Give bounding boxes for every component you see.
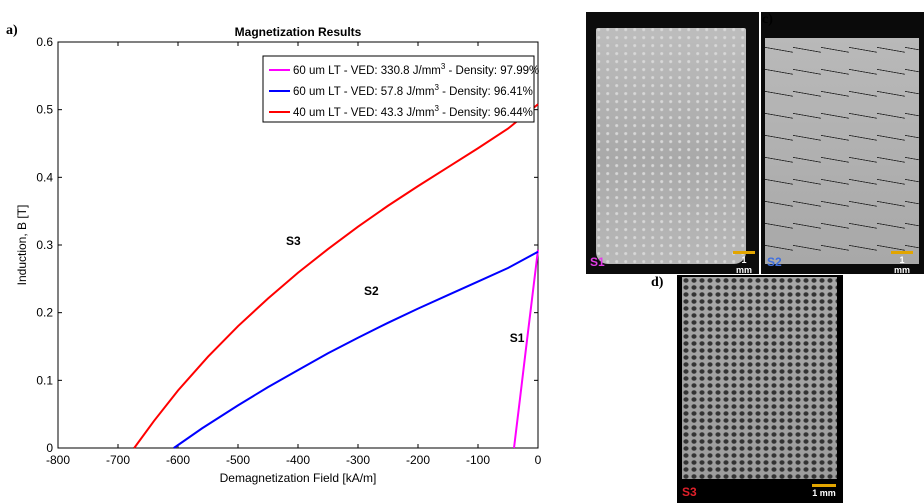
magnetization-chart: -800 -700 -600 -500 -400 -300 -200 -100 0 0 0.1 0.2… [6, 23, 542, 485]
scale-label-s2: 1 mm [893, 255, 910, 275]
series-line-s1 [513, 249, 539, 449]
panel-label-d: d) [651, 275, 664, 290]
y-tick-label: 0.6 [36, 35, 53, 49]
series-line-s3 [133, 103, 539, 449]
scale-label-s1: 1 mm [735, 255, 752, 275]
legend-entry: 40 um LT - VED: 43.3 J/mm3 - Density: 96… [293, 104, 533, 119]
legend-entry: 60 um LT - VED: 57.8 J/mm3 - Density: 96… [293, 83, 533, 98]
curve-label-s2: S2 [364, 284, 379, 298]
panel-label-c: c) [762, 12, 773, 27]
y-tick-label: 0.4 [36, 170, 53, 184]
y-tick-label: 0.2 [36, 306, 53, 320]
x-tick-label: -200 [406, 453, 430, 467]
specimen-s3 [682, 277, 837, 479]
y-tick-label: 0.5 [36, 103, 53, 117]
series-line-s2 [173, 250, 539, 449]
legend-box [262, 55, 535, 123]
y-axis-label: Induction, B [T] [15, 205, 29, 286]
panel-label-a: a) [6, 23, 18, 38]
x-tick-label: -600 [166, 453, 190, 467]
curve-label-s1: S1 [510, 331, 525, 345]
sample-label-s1: S1 [590, 255, 605, 269]
chart-title: Magnetization Results [235, 25, 362, 39]
y-tick-label: 0.1 [36, 373, 53, 387]
micrograph-s2 [761, 12, 924, 274]
x-tick-label: -700 [106, 453, 130, 467]
specimen-s2 [765, 38, 919, 264]
curve-label-s3: S3 [286, 234, 301, 248]
sample-label-s2: S2 [767, 255, 782, 269]
x-tick-label: -400 [286, 453, 310, 467]
scale-label-s3: 1 mm [812, 488, 836, 498]
y-tick-label: 0 [46, 441, 53, 455]
specimen-s1 [596, 28, 746, 264]
y-tick-label: 0.3 [36, 238, 53, 252]
x-tick-label: -800 [46, 453, 70, 467]
x-tick-label: 0 [535, 453, 542, 467]
panel-label-b: b) [573, 12, 586, 27]
x-tick-label: -100 [466, 453, 490, 467]
x-tick-label: -500 [226, 453, 250, 467]
legend: 60 um LT - VED: 330.8 J/mm3 - Density: 9… [262, 55, 539, 123]
x-axis-label: Demagnetization Field [kA/m] [220, 471, 377, 485]
micrograph-s1 [586, 12, 759, 274]
legend-entry: 60 um LT - VED: 330.8 J/mm3 - Density: 9… [293, 62, 539, 77]
x-tick-label: -300 [346, 453, 370, 467]
micrograph-s3 [677, 275, 843, 503]
sample-label-s3: S3 [682, 485, 697, 499]
